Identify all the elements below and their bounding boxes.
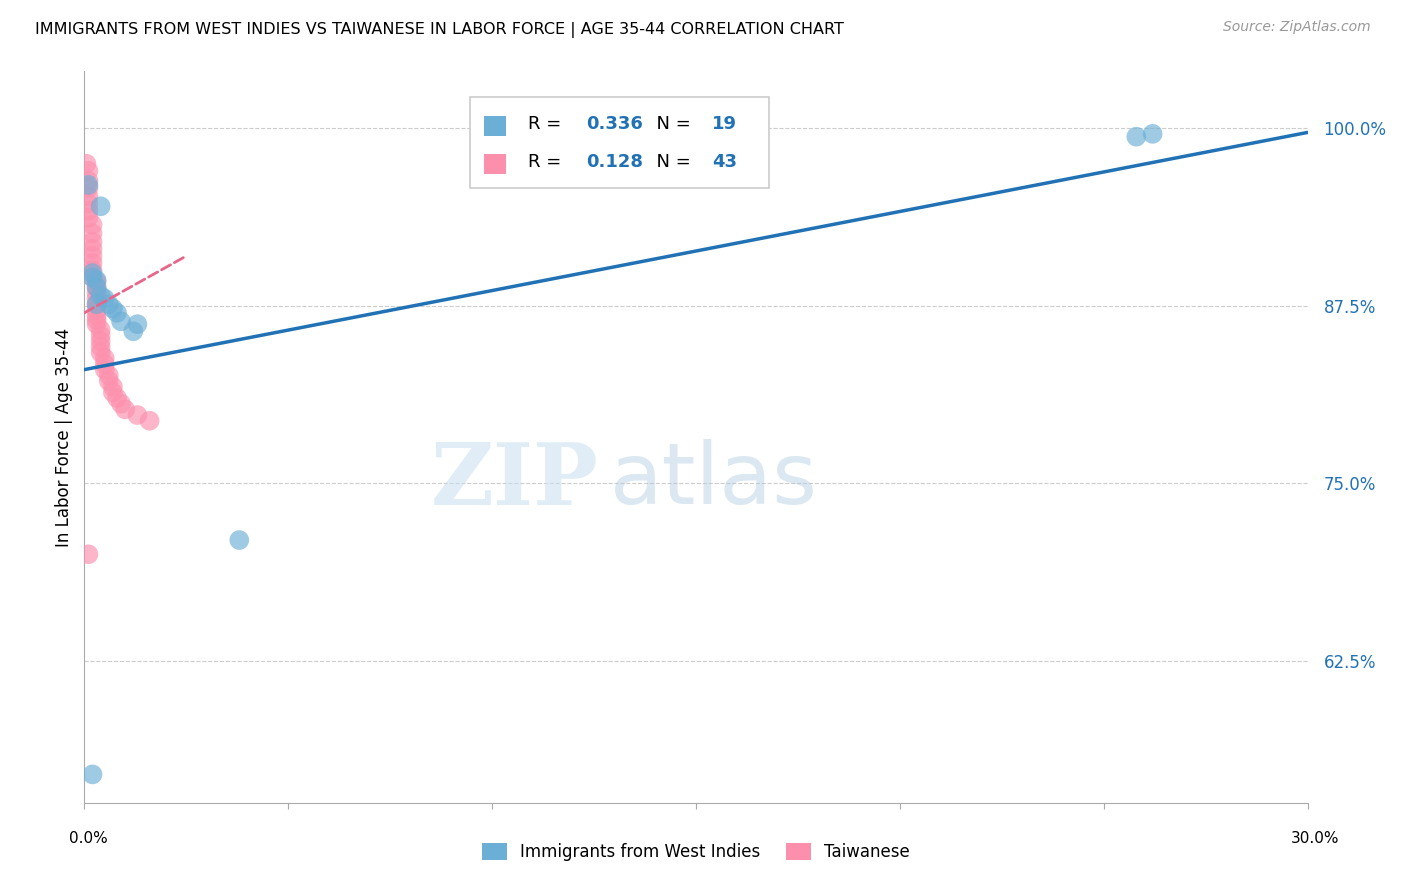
Text: N =: N =: [644, 153, 696, 171]
Point: [77, 163, 100, 178]
Point: [97, 374, 120, 388]
Legend: Immigrants from West Indies, Taiwanese: Immigrants from West Indies, Taiwanese: [475, 836, 917, 868]
Point: [77, 189, 100, 203]
Point: [90, 345, 112, 359]
Point: [93, 351, 115, 366]
Point: [90, 289, 112, 303]
Point: [86, 285, 108, 300]
Point: [97, 368, 120, 383]
Point: [82, 235, 104, 249]
Point: [82, 270, 104, 285]
Text: 30.0%: 30.0%: [1291, 831, 1339, 846]
Point: [86, 275, 108, 289]
Point: [77, 196, 100, 211]
Point: [86, 297, 108, 311]
FancyBboxPatch shape: [484, 116, 506, 136]
Point: [86, 302, 108, 317]
Point: [86, 317, 108, 331]
Point: [86, 313, 108, 327]
Point: [86, 309, 108, 323]
Text: Source: ZipAtlas.com: Source: ZipAtlas.com: [1223, 20, 1371, 34]
Text: 0.128: 0.128: [586, 153, 643, 171]
Point: [86, 280, 108, 294]
Point: [1125, 129, 1147, 144]
Point: [86, 297, 108, 311]
Point: [77, 178, 100, 192]
Point: [110, 397, 132, 411]
Point: [90, 334, 112, 349]
Text: IMMIGRANTS FROM WEST INDIES VS TAIWANESE IN LABOR FORCE | AGE 35-44 CORRELATION : IMMIGRANTS FROM WEST INDIES VS TAIWANESE…: [35, 22, 844, 38]
Point: [97, 297, 120, 311]
Point: [127, 408, 149, 422]
Text: ZIP: ZIP: [430, 439, 598, 523]
Point: [101, 301, 124, 316]
Point: [86, 273, 108, 287]
Text: R =: R =: [529, 153, 568, 171]
Point: [86, 280, 108, 294]
Point: [1142, 127, 1164, 141]
Point: [122, 324, 145, 338]
Point: [93, 357, 115, 371]
Point: [82, 249, 104, 263]
Text: atlas: atlas: [610, 440, 818, 523]
Point: [228, 533, 250, 547]
Point: [90, 323, 112, 337]
Y-axis label: In Labor Force | Age 35-44: In Labor Force | Age 35-44: [55, 327, 73, 547]
Point: [77, 547, 100, 561]
Point: [93, 292, 115, 306]
Point: [77, 203, 100, 218]
Point: [90, 340, 112, 354]
FancyBboxPatch shape: [484, 154, 506, 174]
Point: [101, 385, 124, 400]
Point: [105, 306, 128, 320]
Point: [86, 292, 108, 306]
Point: [110, 314, 132, 328]
Text: 0.336: 0.336: [586, 115, 643, 133]
Point: [77, 211, 100, 225]
Point: [82, 256, 104, 270]
Point: [90, 199, 112, 213]
Point: [75, 156, 97, 170]
Point: [127, 317, 149, 331]
Point: [82, 270, 104, 285]
Point: [90, 328, 112, 343]
Text: 0.0%: 0.0%: [69, 831, 108, 846]
Point: [93, 362, 115, 376]
FancyBboxPatch shape: [470, 97, 769, 188]
Point: [82, 242, 104, 256]
Text: 43: 43: [711, 153, 737, 171]
Point: [101, 379, 124, 393]
Point: [77, 181, 100, 195]
Point: [138, 414, 160, 428]
Point: [82, 227, 104, 241]
Point: [82, 266, 104, 280]
Point: [114, 402, 136, 417]
Point: [82, 263, 104, 277]
Point: [105, 391, 128, 405]
Point: [82, 767, 104, 781]
Text: N =: N =: [644, 115, 696, 133]
Point: [77, 174, 100, 188]
Text: 19: 19: [711, 115, 737, 133]
Point: [82, 218, 104, 232]
Text: R =: R =: [529, 115, 568, 133]
